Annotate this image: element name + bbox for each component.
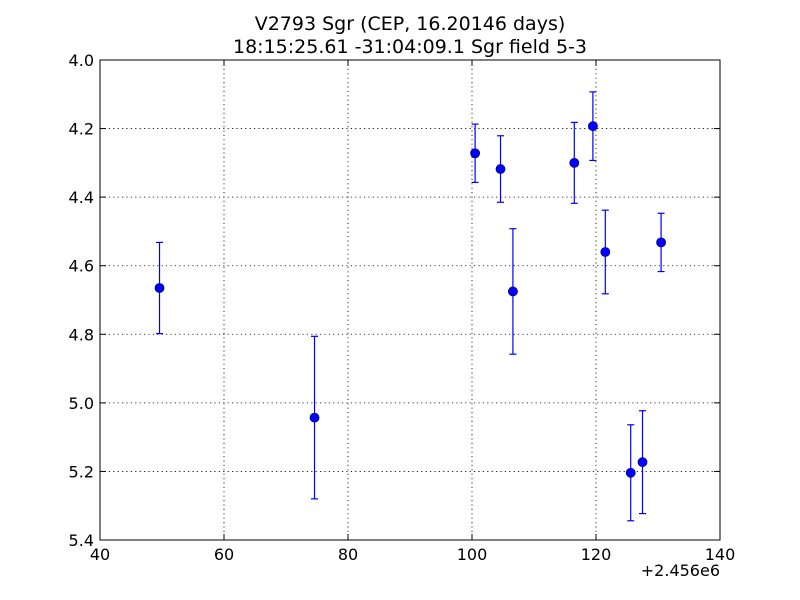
- chart-title: V2793 Sgr (CEP, 16.20146 days): [255, 13, 566, 35]
- data-point-group: [569, 121, 580, 204]
- x-tick-label: 60: [214, 545, 234, 564]
- data-point: [588, 121, 598, 132]
- data-point-group: [470, 123, 481, 183]
- x-tick-label: 80: [338, 545, 358, 564]
- plot-frame: [99, 59, 721, 541]
- axis-ticks: 40 60 80 100 120 140 4.0 4.2 4.4 4.6 4.8 5.0 5.2 5.4: [69, 51, 736, 564]
- data-point-group: [309, 335, 320, 500]
- y-tick-label: 4.6: [69, 257, 94, 276]
- data-point: [154, 283, 165, 293]
- data-point-group: [656, 212, 666, 273]
- data-point: [625, 467, 636, 478]
- x-offset-label: +2.456e6: [641, 561, 720, 580]
- x-tick-label: 140: [705, 545, 736, 564]
- y-tick-label: 5.2: [69, 462, 94, 481]
- data-point-group: [508, 228, 518, 355]
- y-tick-label: 4.4: [69, 188, 94, 207]
- x-tick-label: 100: [457, 545, 488, 564]
- y-tick-label: 4.8: [69, 325, 94, 344]
- data-point-group: [637, 410, 648, 515]
- data-series: [154, 91, 666, 522]
- data-point: [656, 237, 666, 248]
- grid-lines: [100, 60, 720, 540]
- y-tick-label: 4.2: [69, 120, 94, 139]
- data-point-group: [600, 209, 611, 295]
- x-tick-label: 40: [90, 545, 110, 564]
- data-point-group: [588, 91, 598, 162]
- y-tick-label: 5.4: [69, 531, 94, 550]
- data-point: [470, 148, 481, 159]
- x-tick-label: 120: [581, 545, 612, 564]
- data-point-group: [154, 241, 165, 335]
- chart-subtitle: 18:15:25.61 -31:04:09.1 Sgr field 5-3: [233, 36, 587, 58]
- data-point: [569, 157, 580, 168]
- data-point: [495, 164, 506, 174]
- data-point-group: [625, 424, 636, 522]
- data-point: [637, 457, 648, 468]
- data-point: [600, 247, 611, 257]
- data-point: [508, 286, 518, 297]
- y-tick-label: 4.0: [69, 51, 94, 70]
- data-point-group: [495, 135, 506, 203]
- data-point: [309, 412, 320, 423]
- y-tick-label: 5.0: [69, 394, 94, 413]
